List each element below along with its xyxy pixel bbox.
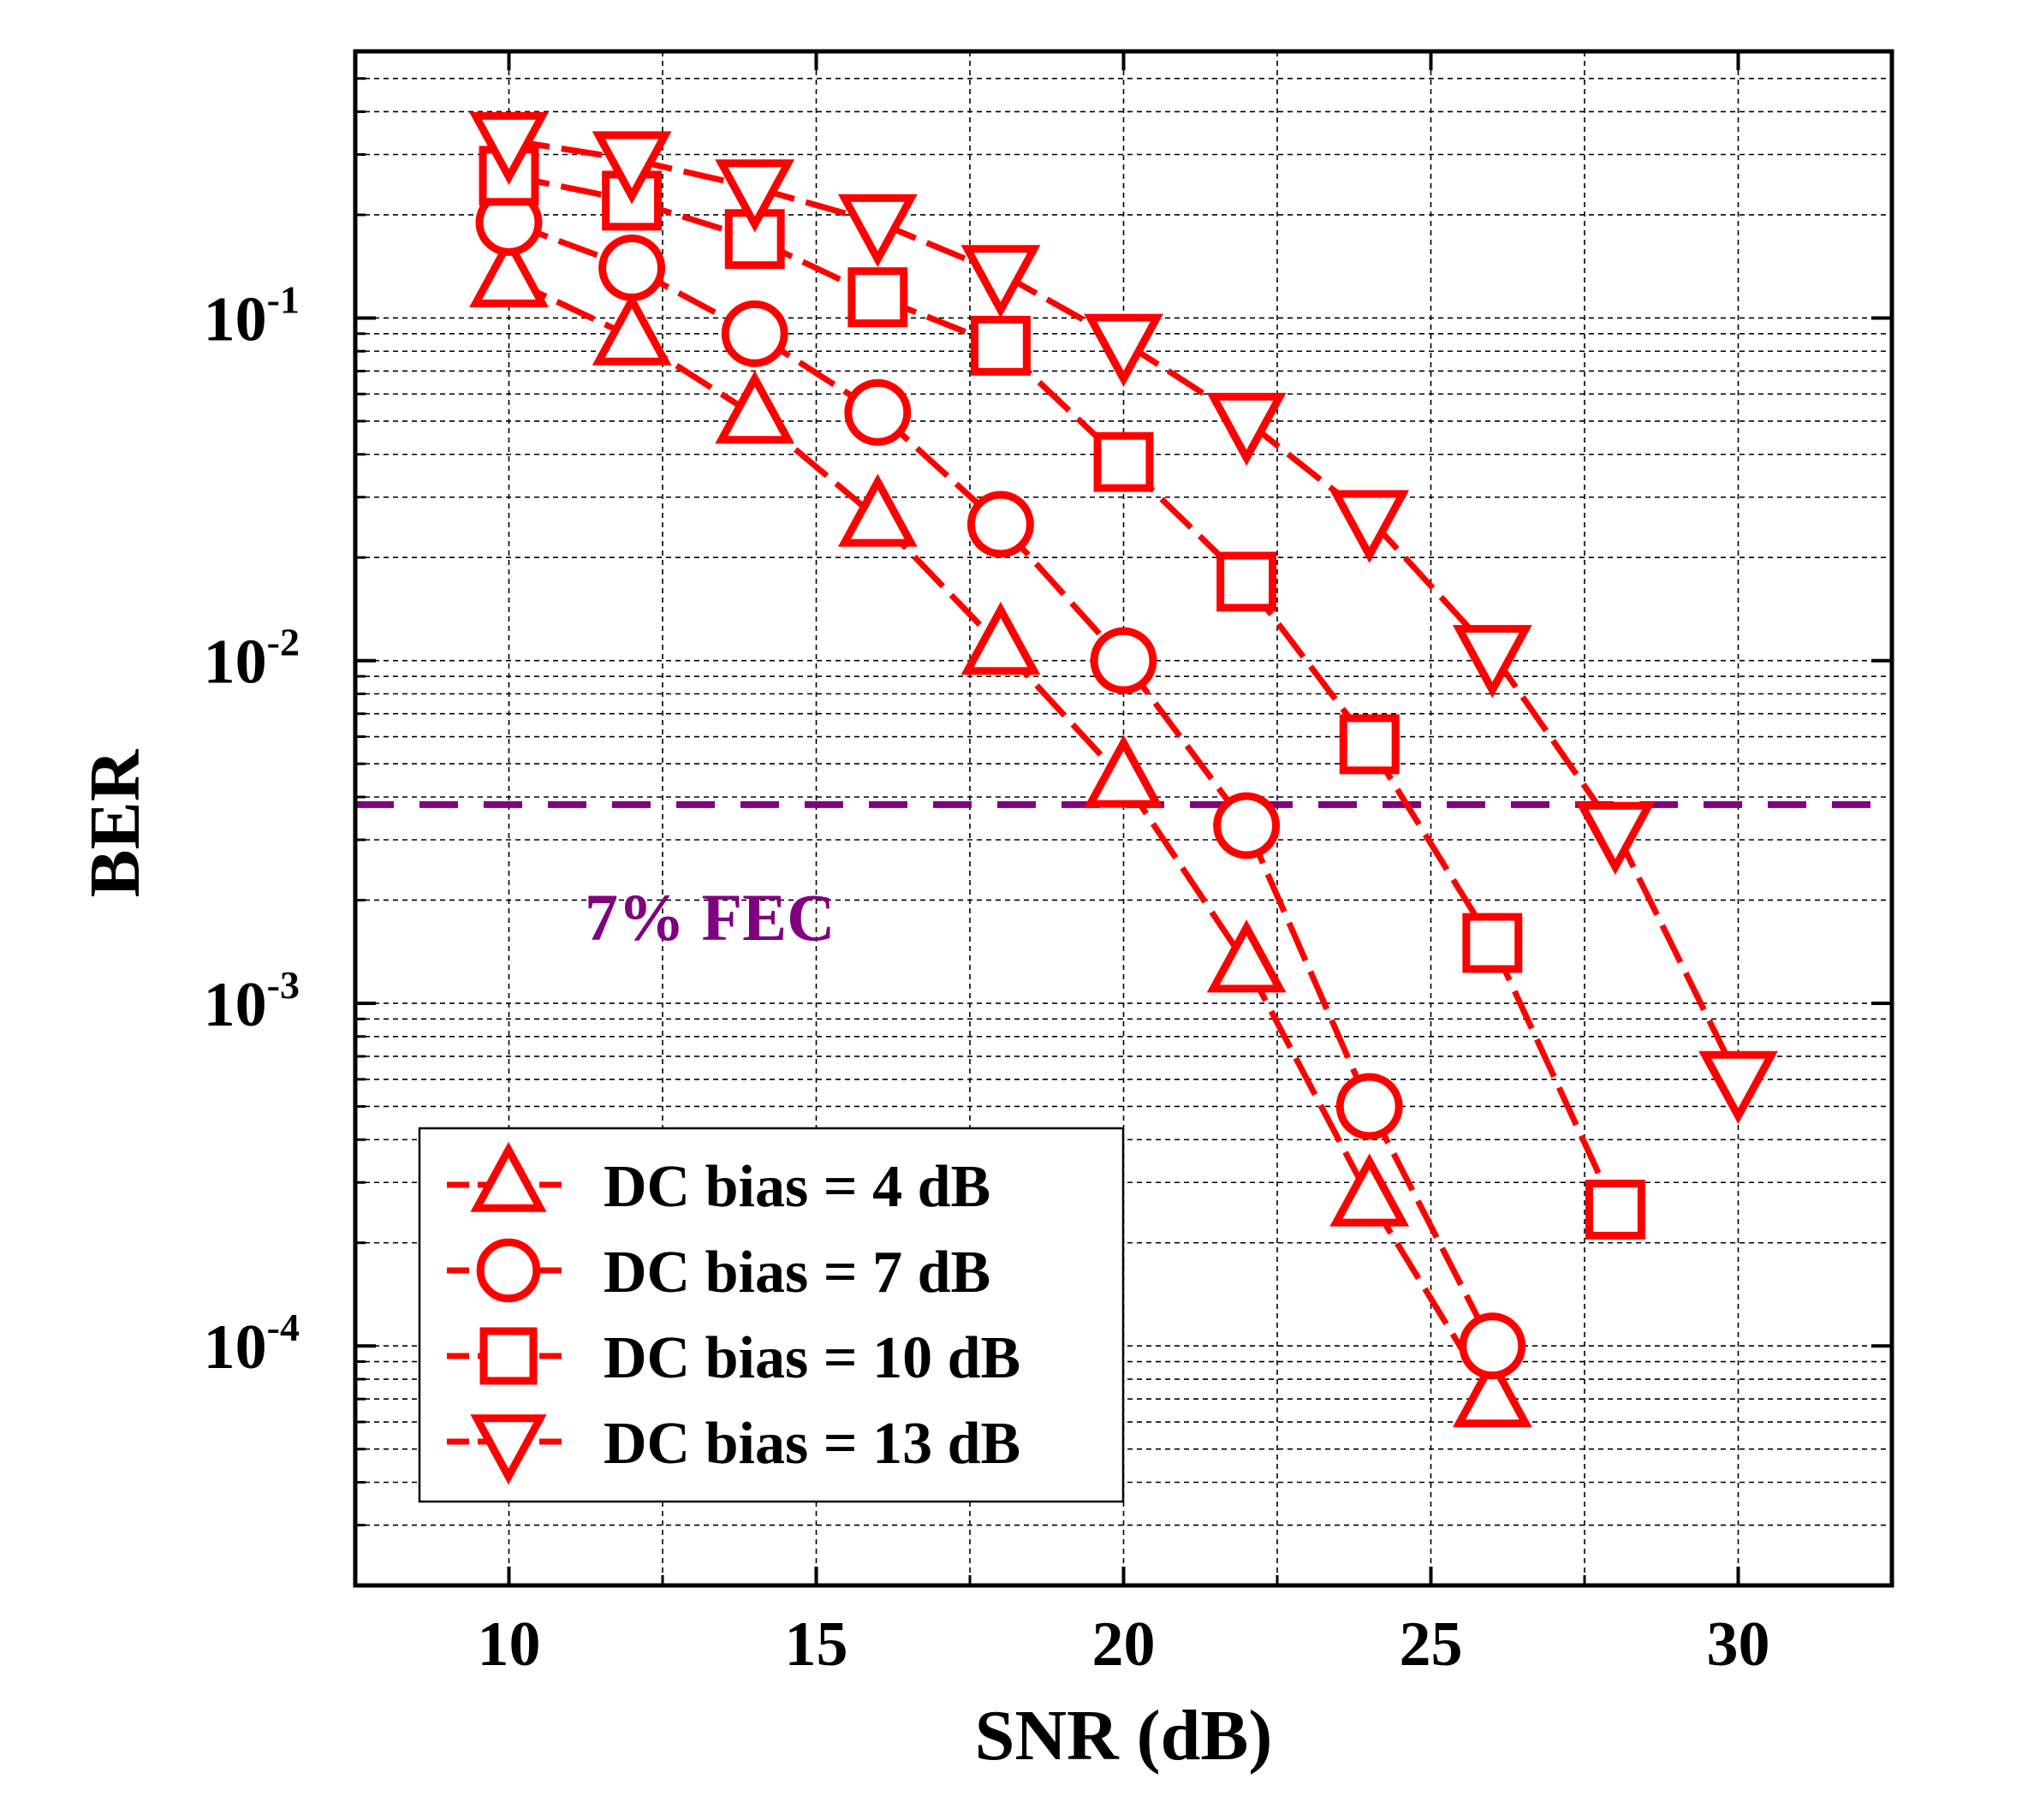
triangle-down-marker xyxy=(592,131,672,205)
triangle-down-marker xyxy=(1206,392,1287,467)
circle-marker xyxy=(721,300,788,367)
legend-entry: DC bias = 4 dB xyxy=(447,1141,990,1220)
square-marker xyxy=(1585,1180,1645,1240)
circle-marker xyxy=(1335,1073,1403,1140)
series-line-segment xyxy=(1244,962,1372,1200)
y-tick-exponent: -3 xyxy=(267,963,300,1007)
legend-entry: DC bias = 7 dB xyxy=(447,1238,990,1306)
fec-label: 7% FEC xyxy=(585,880,836,955)
legend-label: DC bias = 7 dB xyxy=(604,1240,990,1306)
circle-marker xyxy=(1213,792,1281,859)
legend-entry: DC bias = 10 dB xyxy=(447,1325,1020,1391)
square-marker xyxy=(1462,913,1523,973)
y-tick-base: 10 xyxy=(204,284,267,354)
series-line-segment xyxy=(1121,658,1249,828)
circle-marker xyxy=(966,491,1034,558)
series-line-segment xyxy=(1121,777,1250,967)
circle-marker xyxy=(598,235,666,301)
circle-marker xyxy=(844,378,912,446)
y-tick-label: 10-3 xyxy=(204,963,300,1040)
triangle-down-marker xyxy=(960,245,1041,318)
x-tick-label: 30 xyxy=(1707,1609,1770,1680)
fec-threshold: 7% FEC xyxy=(355,800,1892,955)
x-axis-title: SNR (dB) xyxy=(975,1696,1273,1775)
x-tick-label: 25 xyxy=(1400,1609,1463,1680)
triangle-down-marker xyxy=(1452,625,1532,699)
triangle-up-marker xyxy=(1452,1353,1532,1428)
x-tick-label: 10 xyxy=(478,1609,541,1680)
legend: DC bias = 4 dB DC bias = 7 dB DC bias = 10… xyxy=(418,1127,1125,1503)
y-tick-label: 10-1 xyxy=(204,277,300,354)
triangle-up-marker xyxy=(837,473,918,547)
y-axis-title: BER xyxy=(75,748,155,897)
square-marker xyxy=(970,315,1031,376)
y-tick-label: 10-4 xyxy=(204,1306,300,1383)
y-tick-exponent: -4 xyxy=(267,1306,300,1349)
square-marker xyxy=(1093,431,1154,492)
series-square xyxy=(479,146,1645,1240)
series-line-segment xyxy=(1366,1104,1496,1347)
square-marker xyxy=(479,1327,538,1385)
series-circle xyxy=(475,188,1526,1380)
legend-label: DC bias = 4 dB xyxy=(604,1154,990,1220)
triangle-down-marker xyxy=(837,193,918,268)
triangle-down-marker xyxy=(1698,1050,1778,1125)
triangle-up-marker xyxy=(469,234,549,307)
series-line-segment xyxy=(1612,829,1741,1081)
legend-label: DC bias = 13 dB xyxy=(604,1411,1020,1477)
y-tick-label: 10-2 xyxy=(204,621,300,698)
triangle-up-marker xyxy=(470,1141,547,1212)
series-line-segment xyxy=(1367,516,1495,656)
square-marker xyxy=(602,170,663,231)
series-triangle-up xyxy=(469,234,1532,1428)
square-marker xyxy=(847,267,908,328)
triangle-up-marker xyxy=(592,292,672,366)
series-line-segment xyxy=(1490,942,1619,1211)
series-line-segment xyxy=(1490,651,1618,832)
y-tick-base: 10 xyxy=(204,1312,267,1383)
legend-label: DC bias = 10 dB xyxy=(604,1325,1020,1391)
legend-box xyxy=(418,1127,1125,1503)
triangle-down-marker xyxy=(1329,490,1410,563)
x-tick-label: 20 xyxy=(1092,1609,1156,1680)
triangle-up-marker xyxy=(1329,1153,1410,1227)
y-tick-exponent: -1 xyxy=(267,277,300,321)
y-tick-exponent: -2 xyxy=(267,621,300,664)
square-marker xyxy=(1339,714,1400,775)
triangle-up-marker xyxy=(715,370,795,444)
series-line-segment xyxy=(1366,742,1496,945)
circle-marker xyxy=(1459,1312,1526,1380)
triangle-down-marker xyxy=(715,159,795,233)
triangle-down-marker xyxy=(1575,801,1656,876)
triangle-down-marker xyxy=(1084,313,1163,387)
triangle-down-marker xyxy=(470,1414,547,1485)
legend-entry: DC bias = 13 dB xyxy=(447,1411,1020,1485)
triangle-down-marker xyxy=(469,111,549,186)
circle-marker xyxy=(1090,627,1157,694)
circle-marker xyxy=(476,1238,541,1303)
triangle-up-marker xyxy=(1084,735,1163,808)
square-marker xyxy=(1216,551,1277,612)
triangle-up-marker xyxy=(1206,919,1287,993)
triangle-up-marker xyxy=(960,601,1041,675)
x-tick-label: 15 xyxy=(785,1609,848,1680)
y-tick-base: 10 xyxy=(204,970,267,1040)
y-tick-base: 10 xyxy=(204,627,267,698)
series-triangle-down xyxy=(469,111,1778,1125)
series-group xyxy=(469,111,1778,1428)
